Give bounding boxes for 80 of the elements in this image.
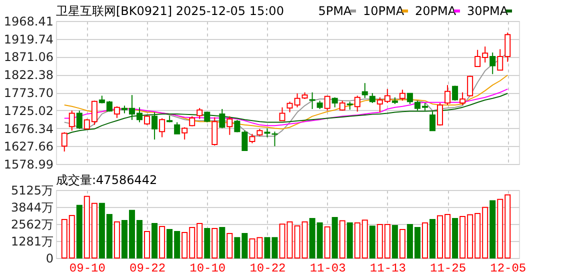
bar <box>76 204 82 258</box>
bar <box>159 226 166 258</box>
x-tick-label: 11-25 <box>430 262 466 276</box>
candlestick <box>68 110 75 132</box>
candlestick <box>114 106 120 118</box>
candlestick <box>204 111 210 123</box>
candlestick <box>467 75 474 97</box>
x-tick-label: 11-03 <box>310 262 346 276</box>
x-tick-label: 09-22 <box>130 262 166 276</box>
candlestick <box>460 92 466 106</box>
bar <box>226 233 233 258</box>
candlestick <box>332 96 338 108</box>
bar <box>339 220 346 258</box>
candlestick <box>399 89 406 102</box>
legend-label: 30PMA <box>467 4 509 18</box>
y-tick-label: 1822.38 <box>4 68 54 82</box>
candlestick <box>76 110 82 130</box>
legend-label: 20PMA <box>415 4 457 18</box>
y-tick-label: 0 <box>46 252 54 266</box>
chart-title: 成交量:47586442 <box>56 173 158 187</box>
bar <box>324 226 330 258</box>
y-tick-label: 5125万 <box>10 184 54 198</box>
legend-label: 10PMA <box>363 4 405 18</box>
x-tick-label: 09-10 <box>69 262 106 276</box>
candlestick <box>61 132 68 152</box>
candlestick <box>452 85 458 102</box>
bar <box>399 229 406 258</box>
bar <box>429 218 436 258</box>
bar <box>332 216 338 258</box>
y-tick-label: 1725.02 <box>4 104 54 118</box>
bar <box>490 200 496 258</box>
bar <box>114 221 120 258</box>
x-tick-label: 12-05 <box>490 262 526 276</box>
candlestick <box>444 84 451 106</box>
bar <box>346 222 353 258</box>
bar <box>422 222 428 258</box>
bar <box>369 226 376 258</box>
x-tick-label: 10-10 <box>190 262 226 276</box>
y-tick-label: 1919.74 <box>4 32 54 46</box>
bar <box>392 225 398 258</box>
candlestick <box>212 116 218 146</box>
legend-label: 5PMA <box>318 4 352 18</box>
candlestick <box>159 118 166 138</box>
candlestick <box>309 92 316 110</box>
y-tick-label: 2562万 <box>10 218 54 232</box>
candlestick <box>249 133 256 144</box>
chart-title: 卫星互联网[BK0921] 2025-12-05 15:00 <box>56 4 284 18</box>
bar <box>452 218 458 258</box>
bar <box>279 224 286 258</box>
candlestick <box>429 111 436 132</box>
candlestick <box>182 126 188 140</box>
candlestick <box>174 122 180 134</box>
y-tick-label: 1773.70 <box>4 86 54 100</box>
candlestick <box>437 102 443 126</box>
candlestick <box>279 106 286 122</box>
y-tick-label: 1676.34 <box>4 122 54 136</box>
bar <box>212 228 218 258</box>
candlestick <box>362 82 368 99</box>
candlestick <box>354 95 360 112</box>
candlestick <box>144 115 150 126</box>
candlestick <box>406 92 413 104</box>
candlestick <box>324 95 330 112</box>
candlestick <box>219 108 226 129</box>
x-tick-label: 11-13 <box>370 262 406 276</box>
y-tick-label: 3844万 <box>10 200 54 214</box>
candlestick <box>196 107 203 120</box>
candlestick <box>490 52 496 75</box>
x-tick-label: 10-22 <box>250 262 286 276</box>
bar <box>204 228 210 258</box>
y-tick-label: 1968.41 <box>4 14 54 28</box>
bar <box>152 222 158 258</box>
candlestick <box>226 116 233 136</box>
y-tick-label: 1871.06 <box>4 50 54 64</box>
bar <box>219 227 226 258</box>
bar <box>144 231 150 258</box>
y-tick-label: 1627.66 <box>4 140 54 154</box>
y-tick-label: 1281万 <box>10 234 54 249</box>
candlestick <box>152 112 158 140</box>
y-tick-label: 1578.99 <box>4 158 54 172</box>
candlestick <box>369 92 376 104</box>
